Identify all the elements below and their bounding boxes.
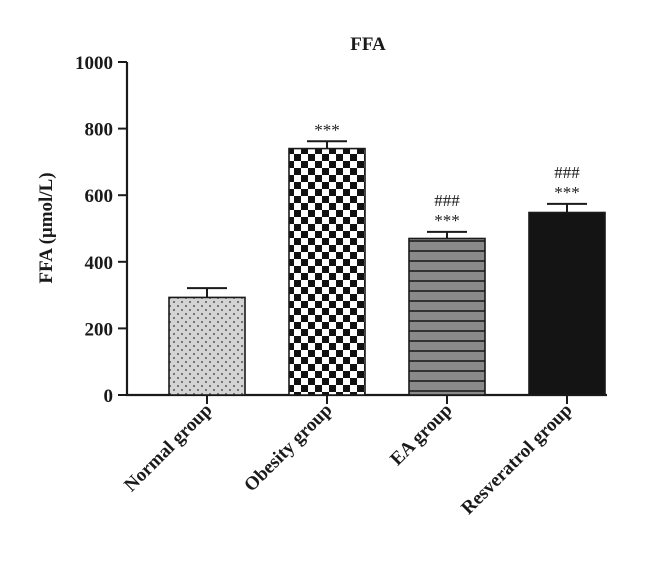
significance-label: ### [434, 191, 460, 210]
y-tick-label: 200 [85, 319, 114, 340]
y-tick-label: 600 [85, 186, 114, 207]
x-tick-label: EA group [386, 400, 456, 470]
x-tick-label: Resveratrol group [457, 400, 576, 519]
significance-label: *** [314, 120, 340, 139]
significance-label: *** [554, 183, 580, 202]
y-tick-label: 400 [85, 253, 114, 274]
bar-ea-group [408, 237, 486, 396]
bars-group [168, 147, 606, 396]
x-ticks: Normal group Obesity group EA group Resvera… [120, 395, 577, 519]
bar-normal-group [168, 296, 246, 396]
bar-obesity-group [288, 147, 366, 396]
significance-label: *** [434, 211, 460, 230]
y-tick-label: 1000 [75, 53, 113, 74]
x-tick-label: Obesity group [240, 400, 336, 496]
error-bars-group [187, 140, 587, 298]
significance-label: ### [554, 163, 580, 182]
y-axis-label: FFA (μmol/L) [36, 172, 57, 283]
annotations-group: ***###***###*** [314, 120, 580, 230]
y-tick-label: 800 [85, 120, 114, 141]
bar-resveratrol-group [528, 211, 606, 396]
y-tick-label: 0 [104, 386, 114, 407]
y-ticks: 0 200 400 600 800 1000 [75, 53, 127, 407]
x-tick-label: Normal group [120, 400, 216, 496]
chart-title: FFA [350, 34, 386, 55]
